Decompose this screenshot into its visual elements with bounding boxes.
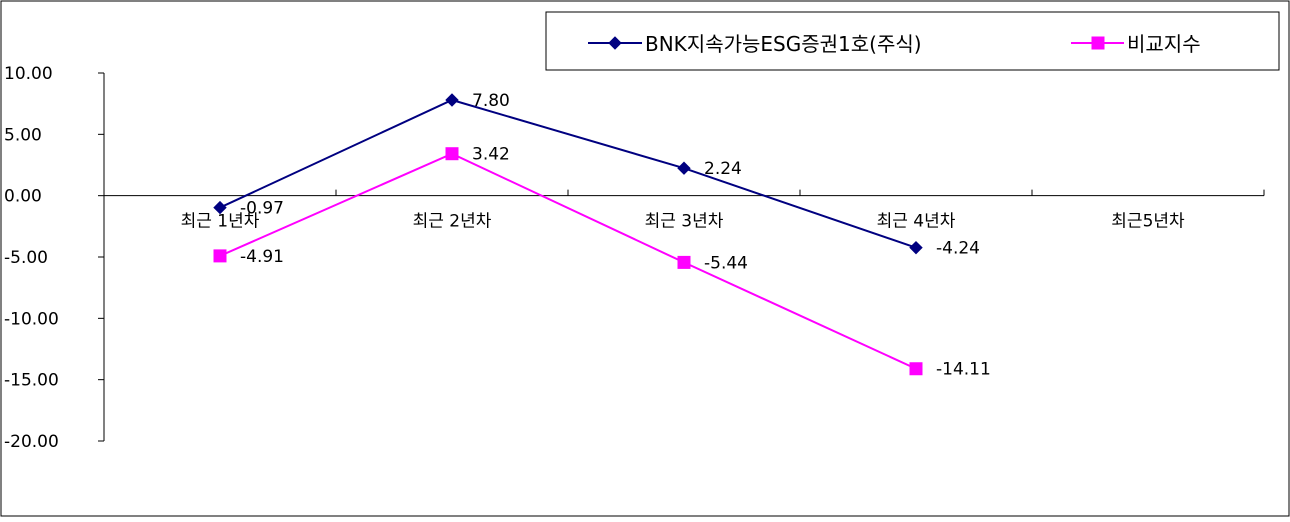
legend-label-bnk: BNK지속가능ESG증권1호(주식) [645,32,922,56]
legend-box [545,11,1280,71]
data-label: 2.24 [704,159,742,179]
data-point-square [909,362,923,376]
series-line [219,98,917,249]
x-category-label: 최근 4년차 [877,212,956,232]
data-point-square [213,249,227,263]
y-tick-label: -15.00 [4,371,59,391]
y-tick-label: 5.00 [4,125,42,145]
data-point-square [677,255,691,269]
data-point-diamond [445,93,459,107]
y-tick-label: -10.00 [4,309,59,329]
x-category-label: 최근 3년차 [645,212,724,232]
series-line [219,152,917,370]
data-point-diamond [909,240,923,255]
legend-marker-diamond [608,36,622,50]
data-point-square [445,147,459,161]
data-point-diamond [213,200,227,215]
x-category-label: 최근 1년차 [181,212,260,232]
y-tick-label: -20.00 [4,432,59,452]
data-label: -0.97 [240,199,284,219]
legend: BNK지속가능ESG증권1호(주식) 비교지수 [545,11,1280,71]
data-point-diamond [677,161,691,175]
legend-label-index: 비교지수 [1127,32,1201,56]
y-tick-label: 10.00 [4,64,53,84]
data-label: 7.80 [472,91,510,111]
data-label: -4.24 [936,239,980,259]
x-category-label: 최근 2년차 [413,212,492,232]
y-tick-label: -5.00 [4,248,48,268]
data-label: -14.11 [936,360,991,380]
data-label: -5.44 [704,253,748,273]
x-category-label: 최근5년차 [1111,212,1185,232]
data-label: 3.42 [472,145,510,165]
data-label: -4.91 [240,247,284,267]
y-tick-label: 0.00 [4,187,42,207]
legend-marker-square [1091,36,1105,50]
